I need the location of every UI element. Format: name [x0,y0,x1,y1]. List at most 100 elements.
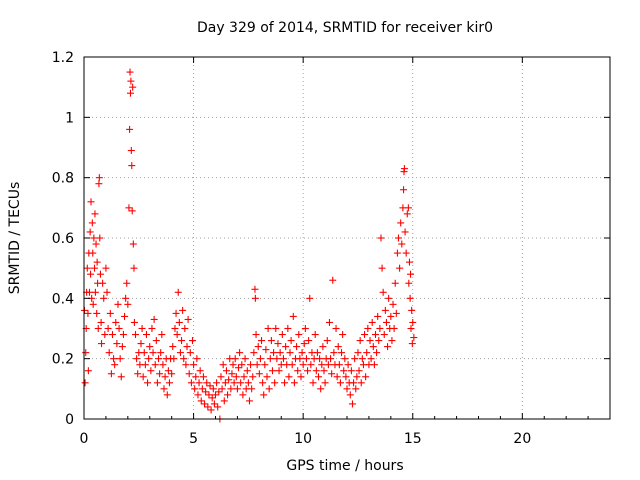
data-point [285,373,293,381]
data-point [151,361,159,369]
data-point [100,294,108,302]
data-point [233,385,241,393]
data-point [138,325,146,332]
data-point [336,379,344,387]
data-point [174,288,182,296]
data-point [152,337,160,345]
y-tick-label: 0.2 [52,352,74,368]
data-point [104,325,112,332]
data-point [126,68,134,76]
data-point [96,234,104,242]
data-point [388,337,396,345]
grid [84,57,610,419]
data-point [245,397,253,405]
data-point [278,331,286,339]
data-point [119,331,127,339]
data-point [367,355,375,363]
data-point [406,294,414,302]
axis-ticks [83,56,610,420]
data-point [181,325,189,332]
data-point [239,391,247,399]
data-point [190,361,198,369]
data-point [218,385,226,393]
data-point [343,385,351,393]
data-point [347,367,355,375]
data-point [225,376,233,384]
data-point [127,147,135,155]
data-point [137,340,145,348]
data-point [129,240,137,248]
data-point [298,349,306,357]
data-point [84,309,92,317]
data-point [259,379,267,387]
data-point [188,337,196,345]
data-point [265,385,273,393]
data-point [344,361,352,369]
data-point [91,288,99,296]
data-point [176,349,184,357]
data-point [195,379,203,387]
data-point [89,300,97,308]
data-point [384,343,392,351]
data-point [275,367,283,375]
data-point [102,264,110,272]
data-point [403,210,411,218]
data-point [352,385,360,393]
data-point [378,264,386,272]
data-point [198,385,206,393]
data-point [392,309,400,317]
data-point [92,240,100,248]
data-point [407,270,415,278]
data-point [145,355,153,363]
data-point [373,349,381,357]
data-point [375,337,383,345]
data-point [313,349,321,357]
x-tick-label: 5 [189,431,198,447]
data-point [201,400,209,408]
data-point [404,204,412,212]
data-point [197,397,205,405]
data-point [319,343,327,351]
data-point [214,403,222,411]
data-point [157,349,165,357]
data-point [97,318,105,326]
data-point [374,312,382,320]
data-point [134,370,142,378]
data-point [299,361,307,369]
data-point [128,207,136,215]
data-point [268,367,276,375]
data-point [203,379,211,387]
data-point [183,343,191,351]
data-point [207,406,215,414]
data-point [116,355,124,363]
data-point [202,388,210,396]
data-point [103,288,111,296]
data-point [350,379,358,387]
data-point [132,331,140,339]
data-point [376,325,384,332]
data-point [114,300,122,308]
data-point [230,379,238,387]
data-points [80,68,418,423]
data-point [262,346,270,354]
data-point [256,355,264,363]
data-point [128,162,136,170]
data-point [153,379,161,387]
data-point [118,343,126,351]
data-point [107,370,115,378]
data-point [204,403,212,411]
data-point [123,279,131,287]
data-point [81,379,89,387]
data-point [315,373,323,381]
data-point [125,204,133,212]
data-point [215,388,223,396]
data-point [170,355,178,363]
data-point [247,361,255,369]
data-point [381,306,389,314]
data-point [320,367,328,375]
data-point [251,294,259,302]
data-point [357,379,365,387]
data-point [407,325,415,332]
data-point [237,379,245,387]
data-point [99,279,107,287]
